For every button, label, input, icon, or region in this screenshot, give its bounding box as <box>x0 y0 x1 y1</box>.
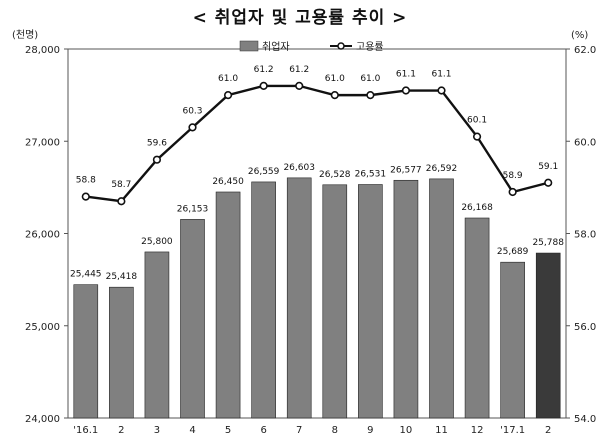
left-tick-label: 25,000 <box>25 322 60 333</box>
line-marker <box>188 123 197 132</box>
bar <box>464 217 490 419</box>
line-marker <box>117 197 126 206</box>
line-value-label: 61.0 <box>360 74 380 84</box>
left-tick-label: 27,000 <box>25 137 60 148</box>
bar-value-label: 25,445 <box>70 270 102 280</box>
bar-value-label: 26,592 <box>426 164 458 174</box>
bar-value-label: 26,603 <box>283 163 315 173</box>
legend: 취업자 고용률 <box>239 40 384 53</box>
legend-bar-swatch <box>239 40 259 52</box>
right-tick-label: 58.0 <box>574 230 596 241</box>
line-path <box>85 84 549 203</box>
line-value-label: 60.3 <box>182 106 202 116</box>
x-tick-label: 11 <box>435 425 448 436</box>
bar <box>322 184 348 419</box>
bar-value-label: 26,450 <box>212 177 244 187</box>
x-tick-label: '17.1 <box>500 425 525 436</box>
line-value-label: 61.0 <box>218 74 238 84</box>
bar <box>180 219 205 419</box>
left-tick-label: 26,000 <box>25 230 60 241</box>
x-tick-label: 5 <box>225 425 231 436</box>
line-value-label: 58.8 <box>76 176 96 186</box>
line-value-label: 61.0 <box>325 74 345 84</box>
x-tick-label: '16.1 <box>73 425 98 436</box>
right-tick-label: 54.0 <box>574 414 596 425</box>
line-value-label: 58.9 <box>503 171 523 181</box>
bar-value-label: 26,153 <box>177 204 209 214</box>
line-value-label: 60.1 <box>467 116 487 126</box>
line-labels: 58.8 58.7 59.6 60.3 61.0 61.2 61.2 61.0 61.0 61.1… <box>76 65 558 190</box>
bar <box>393 179 419 419</box>
bar-value-label: 25,788 <box>532 238 564 248</box>
left-axis-unit: (천명) <box>12 29 38 41</box>
x-tick-label: 4 <box>189 425 195 436</box>
bar <box>144 251 170 419</box>
left-tick-label: 24,000 <box>25 414 60 425</box>
bar-value-label: 26,531 <box>355 170 387 180</box>
bar-labels: 25,445 25,418 25,800 26,153 26,450 26,559 26,6… <box>70 163 564 282</box>
line-value-label: 61.2 <box>289 65 309 75</box>
line-marker <box>223 91 233 100</box>
bar-value-label: 26,559 <box>248 167 280 177</box>
bar <box>429 178 454 419</box>
legend-line-label: 고용률 <box>356 41 384 53</box>
line-marker <box>152 155 162 164</box>
line-value-label: 59.6 <box>147 139 167 149</box>
chart-title: < 취업자 및 고용률 추이 > <box>192 8 408 28</box>
x-tick-label: 3 <box>154 425 160 436</box>
right-axis-unit: (%) <box>571 30 588 41</box>
line-marker <box>366 91 375 100</box>
line-value-label: 58.7 <box>111 180 131 190</box>
legend-bar-label: 취업자 <box>262 40 290 53</box>
x-tick-label: 2 <box>118 425 124 436</box>
right-tick-label: 56.0 <box>574 322 596 333</box>
bar <box>215 191 241 419</box>
x-tick-label: 8 <box>332 425 338 436</box>
line-marker <box>81 192 90 201</box>
bar-value-label: 25,800 <box>141 237 173 247</box>
bar-value-label: 26,168 <box>461 203 493 213</box>
axes: 24,00025,00026,00027,00028,00054.056.058… <box>12 29 596 436</box>
left-tick-label: 28,000 <box>25 45 60 56</box>
line-value-label: 61.1 <box>396 70 416 80</box>
x-tick-label: 9 <box>367 425 373 436</box>
bar-value-label: 26,528 <box>319 170 351 180</box>
bar <box>500 261 525 419</box>
right-tick-label: 62.0 <box>574 45 596 56</box>
line-marker <box>472 132 482 141</box>
x-tick-label: 10 <box>400 425 413 436</box>
bar-value-label: 25,689 <box>497 247 529 257</box>
x-tick-label: 2 <box>545 425 551 436</box>
line-marker <box>437 86 446 95</box>
line-marker <box>544 178 553 187</box>
bar <box>251 181 276 419</box>
x-tick-label: 12 <box>471 425 484 436</box>
line-marker <box>401 86 411 95</box>
line-marker <box>330 91 339 100</box>
plot-frame <box>67 48 567 419</box>
line-value-label: 59.1 <box>538 162 558 172</box>
line-marker <box>295 81 304 90</box>
bar <box>73 284 99 419</box>
line-value-label: 61.1 <box>431 70 451 80</box>
bar <box>535 252 561 419</box>
bar-series <box>73 177 561 419</box>
line-series <box>81 81 553 206</box>
bar <box>358 184 383 419</box>
line-value-label: 61.2 <box>254 65 274 75</box>
bar <box>109 286 134 419</box>
bar-value-label: 25,418 <box>106 272 138 282</box>
right-tick-label: 60.0 <box>574 137 596 148</box>
line-marker <box>508 187 517 197</box>
bar-value-label: 26,577 <box>390 165 422 175</box>
x-tick-label: 6 <box>260 425 266 436</box>
bar <box>286 177 312 419</box>
legend-line-marker <box>337 42 345 50</box>
line-marker <box>259 81 268 90</box>
x-tick-label: 7 <box>296 425 302 436</box>
